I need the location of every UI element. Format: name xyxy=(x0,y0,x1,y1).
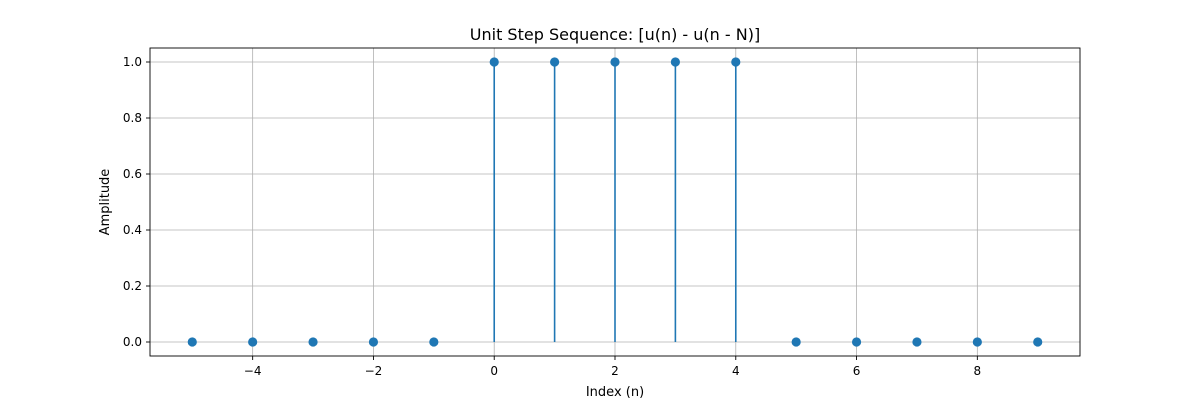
stem-marker xyxy=(791,337,801,347)
y-tick-label: 0.0 xyxy=(123,335,142,349)
stem-marker xyxy=(610,57,620,67)
stem-marker xyxy=(308,337,318,347)
x-tick-label: −4 xyxy=(244,364,262,378)
y-tick-label: 0.8 xyxy=(123,111,142,125)
stem-marker xyxy=(187,337,197,347)
x-tick-label: 4 xyxy=(732,364,740,378)
y-axis-label: Amplitude xyxy=(98,169,113,236)
stem-marker xyxy=(1033,337,1043,347)
stem-marker xyxy=(550,57,560,67)
stem-layer xyxy=(493,62,737,342)
stem-marker xyxy=(731,57,741,67)
tick-layer: −4 −2 0 2 4 6 8 0.0 0.2 0.4 0.6 0.8 1.0 xyxy=(123,55,981,378)
x-tick-label: 8 xyxy=(974,364,982,378)
x-tick-label: −2 xyxy=(365,364,383,378)
marker-layer xyxy=(187,57,1043,347)
x-tick-label: 0 xyxy=(490,364,498,378)
stem-marker xyxy=(851,337,862,347)
y-tick-label: 0.4 xyxy=(123,223,142,237)
stem-marker xyxy=(368,337,379,347)
stem-marker xyxy=(248,337,258,347)
y-tick-label: 1.0 xyxy=(123,55,142,69)
stem-marker xyxy=(489,57,499,67)
chart-title: Unit Step Sequence: [u(n) - u(n - N)] xyxy=(470,25,760,44)
y-tick-label: 0.2 xyxy=(123,279,142,293)
x-axis-label: Index (n) xyxy=(586,385,644,400)
stem-marker xyxy=(972,337,982,347)
x-tick-label: 6 xyxy=(853,364,861,378)
x-tick-label: 2 xyxy=(611,364,619,378)
y-tick-label: 0.6 xyxy=(123,167,142,181)
stem-marker xyxy=(912,337,922,347)
stem-marker xyxy=(670,57,680,67)
stem-marker xyxy=(429,337,439,347)
